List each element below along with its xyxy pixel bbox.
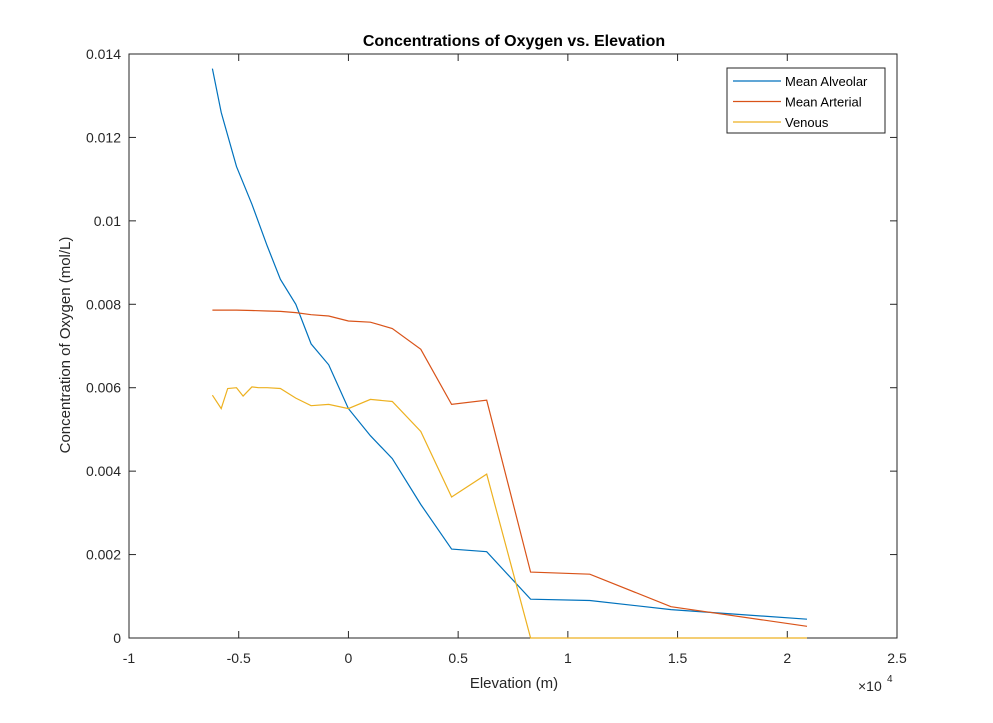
y-tick-label: 0.008 — [86, 296, 121, 312]
y-tick-label: 0.004 — [86, 463, 121, 479]
y-axis-label: Concentration of Oxygen (mol/L) — [57, 237, 74, 454]
x-tick-label: 1.5 — [668, 650, 688, 666]
y-tick-label: 0.006 — [86, 380, 121, 396]
x-axis-exponent: ×10 4 — [858, 674, 893, 694]
series-line-venous — [211, 386, 807, 639]
y-tick-label: 0.012 — [86, 129, 121, 145]
series-lines — [211, 68, 808, 639]
legend-entry-label: Mean Arterial — [785, 95, 862, 110]
x-tick-label: 0 — [345, 650, 353, 666]
x-exponent-base: ×10 — [858, 678, 882, 694]
legend-entry-label: Venous — [785, 115, 829, 130]
plot-area — [128, 53, 898, 639]
x-tick-label: -1 — [123, 650, 136, 666]
y-tick-label: 0.01 — [94, 213, 121, 229]
y-tick-label: 0 — [113, 630, 121, 646]
x-tick-label: -0.5 — [227, 650, 251, 666]
series-line-mean-arterial — [212, 309, 808, 627]
x-tick-label: 2.5 — [887, 650, 907, 666]
y-tick-label: 0.014 — [86, 46, 121, 62]
y-axis-ticks: 0 0.002 0.004 0.006 0.008 0.01 0.012 0.014 — [86, 46, 897, 646]
x-tick-label: 1 — [564, 650, 572, 666]
x-tick-label: 2 — [783, 650, 791, 666]
x-axis-ticks: -1 -0.5 0 0.5 1 1.5 2 2.5 — [123, 54, 907, 666]
x-tick-label: 0.5 — [448, 650, 468, 666]
x-axis-label: Elevation (m) — [470, 675, 558, 692]
y-tick-label: 0.002 — [86, 547, 121, 563]
x-exponent-power: 4 — [887, 674, 893, 685]
chart-title: Concentrations of Oxygen vs. Elevation — [363, 33, 665, 50]
legend-entry-label: Mean Alveolar — [785, 74, 868, 89]
legend: Mean Alveolar Mean Arterial Venous — [726, 67, 886, 134]
